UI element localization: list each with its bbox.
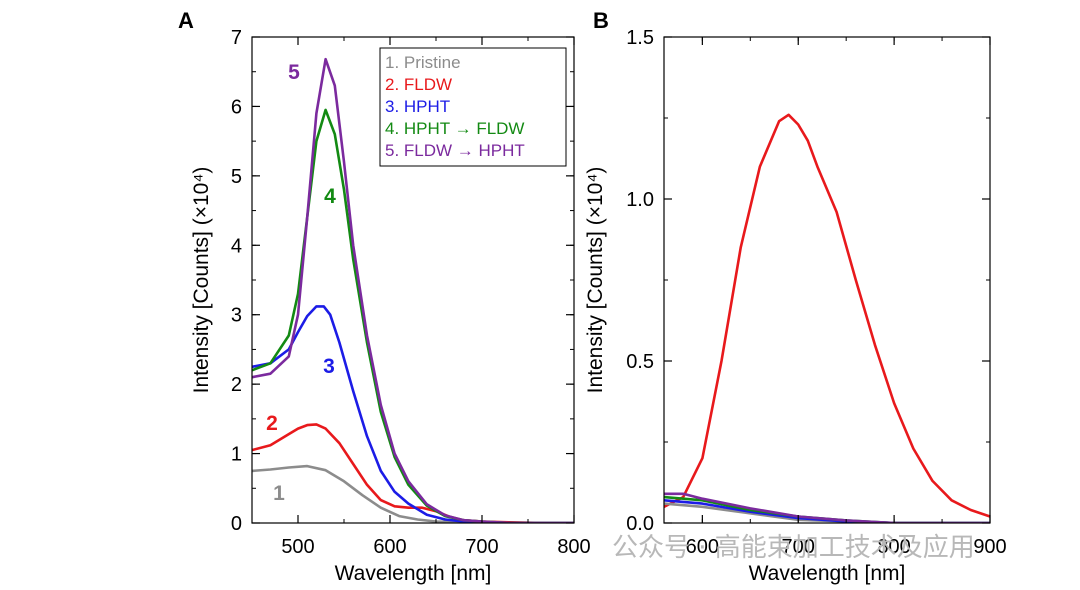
x-tick-label: 500 [281, 536, 314, 558]
legend-entry: 1. Pristine [385, 53, 461, 72]
legend-entry: 2. FLDW [385, 75, 452, 94]
series-number-label: 1 [273, 482, 285, 505]
y-tick-label: 1 [231, 444, 242, 466]
x-tick-label: 600 [686, 536, 719, 558]
x-tick-label: 900 [973, 536, 1006, 558]
y-axis-label: Intensity [Counts] (×10⁴) [584, 167, 607, 394]
x-tick-label: 700 [782, 536, 815, 558]
x-axis-label: Wavelength [nm] [335, 562, 492, 585]
y-tick-label: 7 [231, 27, 242, 49]
series-line-1 [252, 464, 574, 523]
legend-box [379, 47, 567, 167]
y-tick-label: 0 [231, 513, 242, 535]
y-tick-label: 3 [231, 305, 242, 327]
y-tick-label: 1.0 [626, 189, 654, 211]
y-tick-label: 5 [231, 166, 242, 188]
y-axis-label: Intensity [Counts] (×10⁴) [190, 167, 213, 394]
x-tick-label: 700 [465, 536, 498, 558]
legend-entry: 3. HPHT [385, 97, 450, 116]
plot-frame [663, 36, 991, 524]
series-number-label: 5 [288, 61, 300, 84]
series-number-label: 4 [324, 185, 336, 208]
series-number-label: 3 [323, 355, 335, 378]
y-tick-label: 0.5 [626, 351, 654, 373]
watermark-text: 公众号 · 高能束加工技术及应用 [612, 533, 975, 563]
legend-entry: 5. FLDW → HPHT [385, 141, 525, 160]
series-line-2 [252, 423, 574, 523]
y-tick-label: 6 [231, 96, 242, 118]
panel-letter: A [178, 8, 194, 33]
series-group [664, 113, 990, 523]
x-tick-label: 800 [877, 536, 910, 558]
series-number-label: 2 [266, 412, 278, 435]
y-tick-label: 4 [231, 235, 242, 257]
y-tick-label: 1.5 [626, 27, 654, 49]
series-line-5 [252, 57, 574, 523]
panel-b: B 600 700 800 900 0.0 0.5 1.0 1.5 Wavelength [nm]… [584, 8, 1007, 585]
panel-letter: B [593, 8, 609, 33]
y-tick-label: 0.0 [626, 513, 654, 535]
x-axis-label: Wavelength [nm] [749, 562, 906, 585]
series-line-1 [664, 113, 990, 518]
legend-entry: 4. HPHT → FLDW [385, 119, 524, 138]
legend: 1. Pristine 2. FLDW 3. HPHT 4. HPHT → FLDW 5… [379, 47, 567, 167]
series-line-4 [252, 108, 574, 523]
x-tick-label: 600 [373, 536, 406, 558]
panel-a: A 500 600 700 800 0 1 2 3 4 5 6 7 Wavelength [nm] Inte… [178, 8, 591, 585]
y-tick-label: 2 [231, 374, 242, 396]
x-tick-label: 800 [557, 536, 590, 558]
